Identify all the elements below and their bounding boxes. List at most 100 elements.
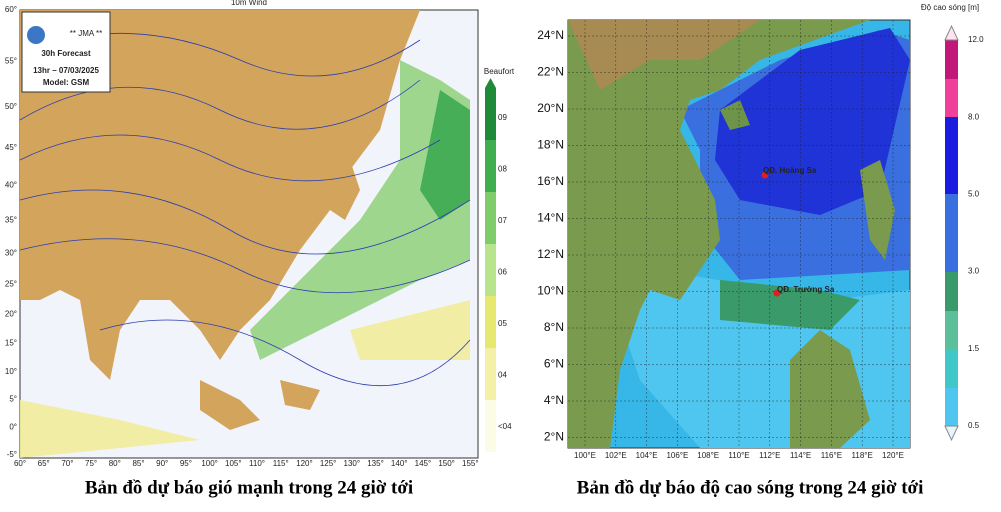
isobars: [19, 32, 471, 386]
place-label: QĐ. Trường Sa: [777, 285, 835, 294]
lat-label: 30°: [5, 248, 17, 257]
wave-map: [567, 19, 959, 449]
lon-label: 120°E: [882, 451, 904, 460]
legend-label: 07: [498, 216, 507, 225]
lon-label: 106°E: [666, 451, 688, 460]
lat-label: -5°: [7, 450, 17, 459]
lat-label: 12°N: [537, 247, 564, 261]
lon-label: 150°: [438, 459, 455, 468]
lat-label: 6°N: [544, 357, 564, 371]
wind-band: [420, 90, 470, 220]
lon-label: 110°E: [728, 451, 749, 460]
lon-label: 80°: [109, 459, 121, 468]
lon-label: 65°: [38, 459, 50, 468]
legend-label: 8.0: [968, 112, 980, 121]
lat-label: 2°N: [544, 430, 564, 444]
lat-label: 15°: [5, 338, 17, 347]
legend-label: 5.0: [968, 190, 980, 199]
land: [20, 10, 420, 380]
lat-label: 45°: [5, 143, 17, 152]
legend-title: Beaufort: [484, 67, 515, 76]
lon-label: 110°: [249, 459, 265, 468]
lon-label: 104°E: [636, 451, 658, 460]
lon-label: 114°E: [790, 451, 811, 460]
logo: [27, 26, 45, 44]
lon-label: 100°: [201, 459, 218, 468]
lon-label: 118°E: [852, 451, 873, 460]
land: [720, 100, 750, 130]
lon-label: 115°: [273, 459, 289, 468]
legend-label: <04: [498, 422, 512, 431]
wave-legend: [944, 24, 959, 442]
lon-label: 90°: [156, 459, 168, 468]
lat-label: 24°N: [537, 28, 564, 42]
lat-label: 60°: [5, 5, 17, 14]
agency: ** JMA **: [70, 29, 102, 38]
forecast: 30h Forecast: [41, 49, 91, 58]
lon-label: 85°: [132, 459, 144, 468]
legend-label: 0.5: [968, 421, 980, 430]
lon-label: 145°: [415, 459, 432, 468]
legend-label: 04: [498, 371, 507, 380]
legend-label: 1.5: [968, 344, 980, 353]
lat-label: 16°N: [537, 174, 564, 188]
place-marker: [761, 171, 769, 179]
lat-label: 20°N: [537, 101, 564, 115]
lon-label: 95°: [180, 459, 192, 468]
lat-label: 55°: [5, 57, 17, 66]
legend-label: 09: [498, 113, 507, 122]
lon-label: 60°: [14, 459, 26, 468]
lat-label: 4°N: [544, 393, 564, 407]
model: Model: GSM: [43, 78, 90, 87]
lon-label: 155°: [462, 459, 479, 468]
info-box: [21, 11, 111, 93]
lon-label: 75°: [85, 459, 97, 468]
legend-label: 05: [498, 319, 507, 328]
lon-label: 70°: [61, 459, 73, 468]
lon-label: 112°E: [759, 451, 780, 460]
legend-label: 12.0: [968, 35, 984, 44]
beaufort-legend: [485, 78, 496, 452]
legend-title: Độ cao sóng [m]: [921, 3, 979, 12]
lat-label: 5°: [9, 395, 17, 404]
land: [330, 160, 360, 220]
lat-label: 20°: [5, 309, 17, 318]
land: [790, 160, 895, 448]
sea: [720, 280, 860, 330]
lat-label: 22°N: [537, 65, 564, 79]
wind-band: [250, 60, 470, 360]
lat-label: 25°: [5, 280, 17, 289]
wind-band: [20, 300, 470, 458]
place-label: QĐ. Hoàng Sa: [763, 166, 817, 175]
forecast-time: 13hr – 07/03/2025: [33, 66, 99, 75]
lon-label: 116°E: [821, 451, 842, 460]
lon-label: 130°: [344, 459, 361, 468]
land: [568, 20, 870, 448]
land: [200, 380, 320, 430]
caption: Bản đồ dự báo độ cao sóng trong 24 giờ t…: [577, 477, 924, 498]
lat-label: 35°: [5, 216, 17, 225]
lon-label: 140°: [391, 459, 408, 468]
lon-label: 102°E: [605, 451, 627, 460]
lat-label: 18°N: [537, 138, 564, 152]
lat-label: 50°: [5, 102, 17, 111]
lat-label: 8°N: [544, 320, 564, 334]
lon-label: 125°: [320, 459, 337, 468]
graticule: [568, 20, 910, 448]
map-title: 10m Wind: [231, 0, 267, 7]
lat-label: 10°N: [537, 284, 564, 298]
lat-label: 0°: [9, 422, 17, 431]
lat-label: 10°: [5, 367, 17, 376]
legend-label: 06: [498, 268, 507, 277]
lon-label: 108°E: [697, 451, 719, 460]
place-marker: [773, 289, 781, 297]
lat-label: 14°N: [537, 211, 564, 225]
lon-label: 100°E: [574, 451, 596, 460]
caption cap: Bản đồ dự báo gió mạnh trong 24 giờ tới: [85, 477, 413, 498]
lon-label: 120°: [296, 459, 313, 468]
lon-label: 105°: [225, 459, 242, 468]
lon-label: 135°: [367, 459, 384, 468]
sea: [715, 28, 910, 215]
lat-label: 40°: [5, 181, 17, 190]
